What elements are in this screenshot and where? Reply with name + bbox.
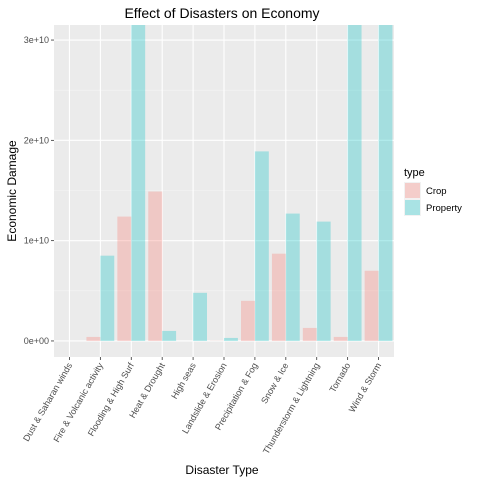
bar-crop-heat-drought <box>148 191 163 341</box>
x-tick-label: Snow & Ice <box>259 361 290 405</box>
legend-key-bg <box>404 182 421 199</box>
y-tick-label: 3e+10 <box>24 35 49 45</box>
y-tick-label: 2e+10 <box>24 135 49 145</box>
x-tick-label: Tornado <box>327 361 352 394</box>
bar-property-landslide-erosion <box>224 337 238 341</box>
bar-crop-precipitation-fog <box>241 300 255 341</box>
chart-title: Effect of Disasters on Economy <box>124 5 319 21</box>
x-tick-label: High seas <box>169 361 198 401</box>
bar-property-tornado <box>347 25 362 341</box>
bar-crop-tornado <box>333 336 348 341</box>
legend-title: type <box>404 167 425 179</box>
x-tick-label: Thunderstorm & Lightning <box>261 361 321 456</box>
y-axis-ticks: 0e+00 1e+10 2e+10 3e+10 <box>24 35 54 346</box>
bar-property-snow-ice <box>285 213 300 341</box>
bar-property-precipitation-fog <box>254 151 269 341</box>
bar-crop-fire-volcanic-activity <box>86 336 101 341</box>
grid-layer <box>54 25 394 357</box>
legend-label-property: Property <box>426 203 462 214</box>
bar-property-wind-storm <box>378 25 393 341</box>
y-tick-label: 0e+00 <box>24 336 49 346</box>
bar-property-fire-volcanic-activity <box>100 255 115 341</box>
bar-property-high-seas <box>193 292 207 341</box>
y-tick-label: 1e+10 <box>24 236 49 246</box>
legend: type Crop Property <box>404 167 462 216</box>
bar-crop-snow-ice <box>271 253 286 341</box>
legend-key-property <box>405 200 420 215</box>
x-axis-title: Disaster Type <box>185 463 258 477</box>
legend-key-bg <box>404 199 421 216</box>
bar-crop-wind-storm <box>364 270 379 341</box>
legend-label-crop: Crop <box>426 186 447 197</box>
y-axis-title: Economic Damage <box>5 140 19 242</box>
bar-crop-thunderstorm-lightning <box>302 327 317 341</box>
legend-items: Crop Property <box>404 182 462 216</box>
legend-key-crop <box>405 183 420 198</box>
bar-property-heat-drought <box>162 330 177 341</box>
bar-property-thunderstorm-lightning <box>316 221 331 341</box>
x-tick-label: Wind & Storm <box>347 361 383 414</box>
bar-layer <box>86 25 393 341</box>
bar-crop-flooding-high-surf <box>117 216 132 341</box>
bar-property-flooding-high-surf <box>131 25 146 341</box>
